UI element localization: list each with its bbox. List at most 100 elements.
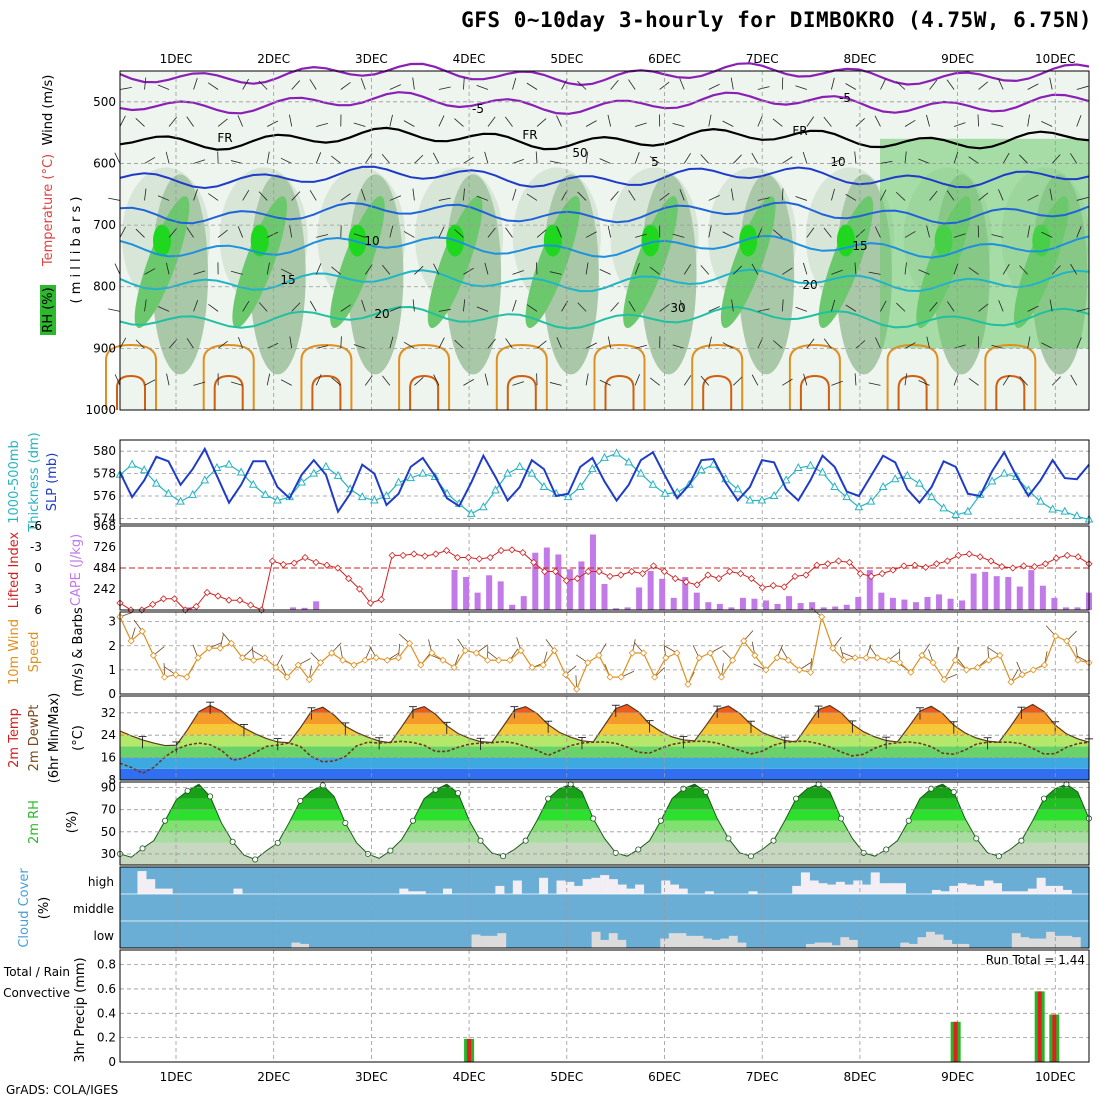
wind-barb <box>186 227 194 238</box>
wind-speed-point <box>818 613 826 621</box>
wind-speed-point <box>528 663 536 672</box>
date-label-top: 5DEC <box>550 52 583 66</box>
wind-speed-point <box>884 656 893 664</box>
cloud-cover-bar <box>1027 888 1037 894</box>
wind-barb <box>722 231 734 238</box>
wind-speed-point <box>740 637 748 645</box>
rh-point <box>477 837 484 844</box>
wind-barb <box>1019 154 1028 164</box>
thickness-point <box>648 479 658 488</box>
wind-barb <box>561 78 568 90</box>
cloud-cover-bar <box>661 880 671 894</box>
thickness-point <box>612 448 621 457</box>
thickness-tick-label: 578 <box>93 467 116 481</box>
wind-barb <box>700 154 710 164</box>
wind-barb <box>144 299 147 312</box>
rh-point <box>770 837 777 844</box>
wind-barb <box>364 153 373 164</box>
cloud-axis-label: Cloud Cover <box>17 868 32 948</box>
wind-barb <box>360 78 366 90</box>
lifted-index-point <box>715 574 723 583</box>
thickness-point <box>1048 504 1057 513</box>
wind-barb <box>773 340 783 349</box>
wind-barb <box>463 77 465 90</box>
wind-barb <box>946 190 955 201</box>
cape-bar <box>716 603 723 610</box>
wind-barb <box>795 85 808 90</box>
wind-barb <box>607 114 612 127</box>
wind-barb <box>635 344 647 349</box>
wind-barb <box>896 302 906 312</box>
wind-speed-point <box>394 654 403 662</box>
rh-band <box>120 831 1089 843</box>
wind-barb <box>237 337 244 349</box>
wind-panel-frame <box>119 611 1090 695</box>
wind-barb <box>193 188 198 201</box>
wind-barb <box>412 77 415 90</box>
cape-bar <box>659 578 666 610</box>
cloud-cover-bar <box>635 884 645 894</box>
wind-barb <box>708 225 712 238</box>
cape-bar <box>924 596 931 610</box>
wind-barb <box>610 80 619 90</box>
wind-barb <box>998 189 1004 201</box>
wind-barb <box>331 266 342 275</box>
rh-point <box>590 815 597 822</box>
wind-speed-point <box>639 649 648 657</box>
wind-tick-label: 0 <box>108 687 116 701</box>
lifted-index-point <box>1030 563 1039 571</box>
cloud-cover-bar <box>416 891 426 894</box>
upper-air-panel-frame <box>119 70 1090 411</box>
wind-barb <box>454 118 464 127</box>
rh-contour-90 <box>543 224 562 257</box>
wind-barb <box>845 193 857 201</box>
wind-barb <box>1076 115 1082 127</box>
dewpoint-line <box>119 740 1090 775</box>
rh-point <box>229 838 236 845</box>
cape-panel-frame <box>119 525 1090 611</box>
wind-barb <box>845 83 857 90</box>
wind-barb <box>505 338 513 349</box>
wind-speed-point <box>495 656 503 664</box>
cloud-level-label: high <box>88 875 114 889</box>
temperature-contour-warm <box>799 374 830 410</box>
rh-point <box>635 846 642 853</box>
wind-speed-point <box>773 654 781 662</box>
wind-speed-point <box>840 656 848 664</box>
wind-barb <box>672 344 685 349</box>
wind-speed-point <box>951 656 959 664</box>
wind-barb <box>953 262 959 275</box>
wind-speed-point <box>1052 632 1060 640</box>
rh-band <box>120 809 1089 821</box>
wind-barb <box>607 225 612 238</box>
cape-bar <box>878 592 885 610</box>
date-label-top: 1DEC <box>160 52 193 66</box>
wind-barb <box>1049 77 1053 90</box>
cloud-cover-bar <box>800 872 810 894</box>
wind-barb <box>904 342 916 349</box>
rh-point <box>702 788 709 795</box>
wind-barb <box>831 299 836 312</box>
lifted-index-point <box>290 559 298 567</box>
cloud-cover-bar <box>853 880 863 894</box>
wind-barb <box>382 375 391 386</box>
wind-barb <box>634 152 640 164</box>
wind-barb <box>403 120 415 127</box>
thickness-point <box>1072 511 1082 520</box>
wind-barb <box>526 304 538 312</box>
wind-barb <box>505 227 513 238</box>
wind-barb <box>512 188 517 201</box>
wind-barb <box>463 188 465 201</box>
wind-barb <box>926 114 930 127</box>
wind-barb <box>476 195 489 201</box>
thickness-point <box>176 496 185 505</box>
lifted-index-point <box>323 561 331 569</box>
wind-barb <box>316 234 328 238</box>
thickness-tick-label: 574 <box>93 511 116 525</box>
credit-label: GrADS: COLA/IGES <box>6 1083 119 1097</box>
rh-panel-frame <box>119 781 1090 866</box>
wind-barb <box>1002 152 1010 164</box>
temperature-contour-warm <box>702 374 733 410</box>
rh-tick-label: 70 <box>101 803 116 817</box>
contour-label: 10 <box>830 155 845 169</box>
